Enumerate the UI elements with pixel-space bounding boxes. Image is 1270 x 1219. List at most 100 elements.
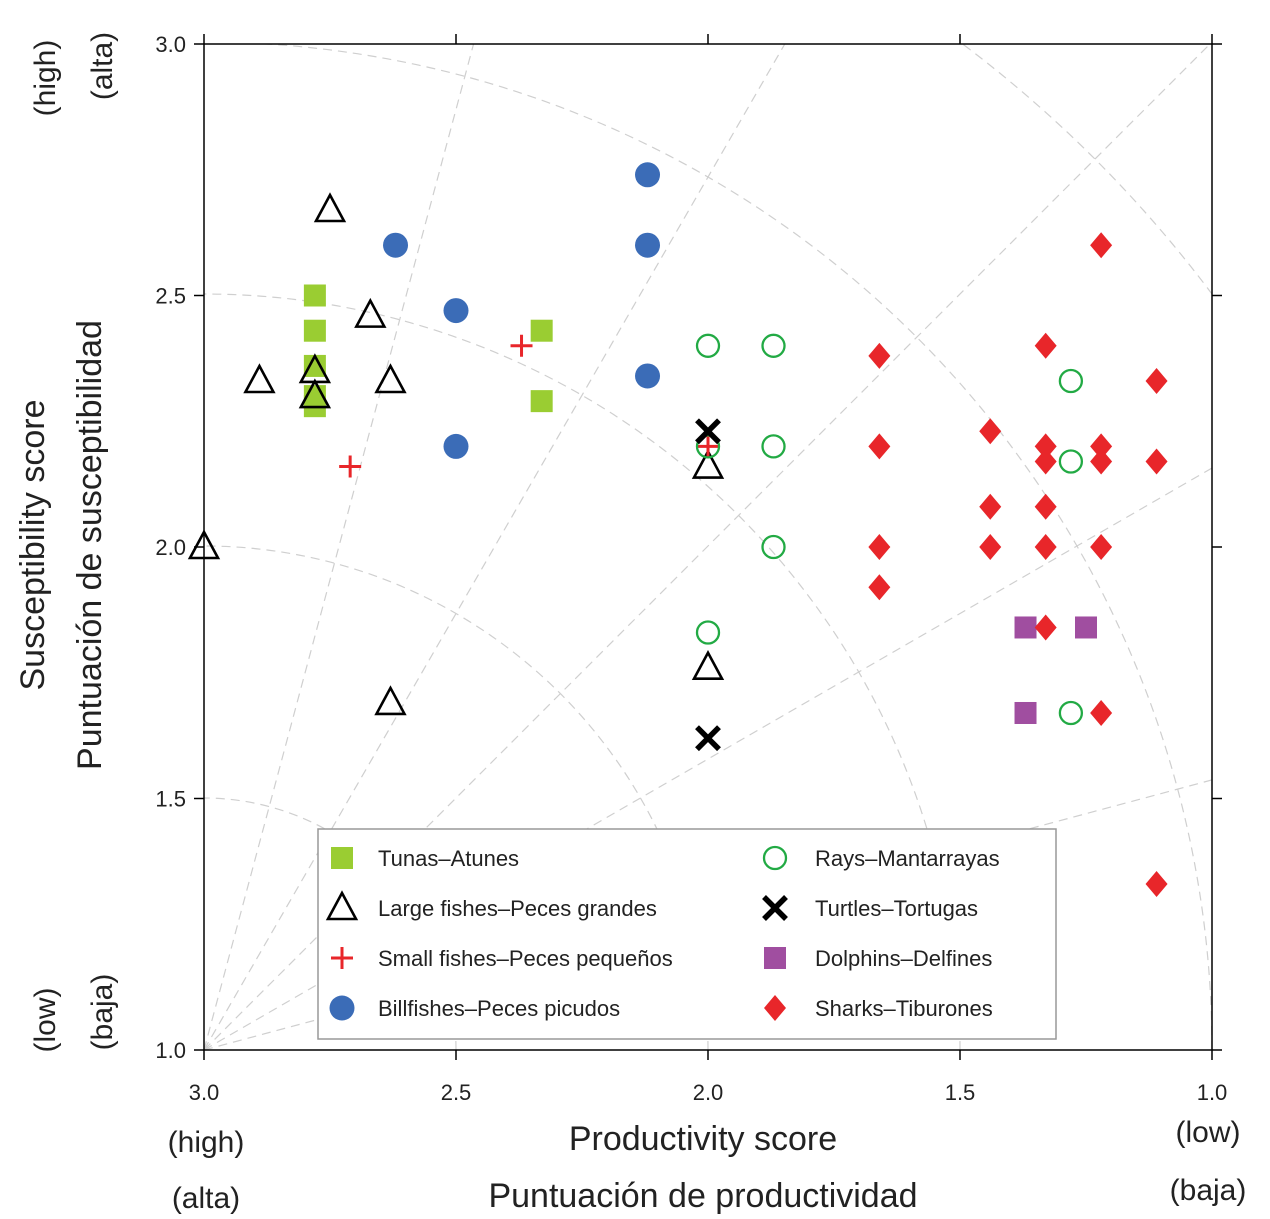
data-point (374, 685, 407, 716)
x-axis-title-es: Puntuación de productividad (488, 1177, 917, 1215)
data-point (383, 232, 409, 258)
series-2 (339, 334, 719, 478)
data-point (1090, 448, 1113, 475)
y-tick-label: 1.5 (155, 787, 186, 812)
data-point (1090, 433, 1113, 460)
data-point (510, 334, 533, 357)
data-point (868, 342, 891, 369)
legend-marker (331, 847, 353, 869)
data-points (187, 162, 1168, 898)
legend-marker (331, 947, 353, 969)
data-point (303, 319, 326, 342)
data-point (761, 434, 786, 459)
data-point (1145, 871, 1168, 898)
data-point (1058, 449, 1084, 474)
x-axis-title-en: Productivity score (569, 1120, 837, 1158)
x-tick-label: 1.0 (1197, 1080, 1228, 1105)
data-point (695, 333, 721, 358)
data-point (530, 390, 553, 413)
data-point (761, 534, 786, 560)
grid-arc (257, 44, 1212, 1050)
grid-ray (204, 44, 786, 1050)
series-4 (695, 333, 1084, 726)
data-point (1034, 448, 1057, 475)
data-point (868, 574, 891, 601)
data-point (1090, 699, 1113, 726)
data-point (354, 297, 387, 328)
data-point (1034, 332, 1057, 359)
y-axis-title-es: Puntuación de susceptibilidad (71, 320, 109, 770)
legend-marker (762, 895, 788, 921)
data-point (1014, 616, 1037, 639)
data-point (1058, 368, 1084, 394)
data-point (868, 534, 891, 560)
legend-label: Dolphins–Delfines (815, 946, 992, 971)
data-point (1145, 448, 1168, 475)
legend-label: Rays–Mantarrayas (815, 846, 1000, 871)
legend: Tunas–Atunes Large fishes–Peces grandes Sm… (317, 828, 1057, 1040)
legend-label: Tunas–Atunes (378, 846, 519, 871)
y-axis-title-en: Susceptibility score (14, 399, 52, 690)
y-low-label-en: (low) (29, 988, 62, 1053)
data-point (1058, 700, 1084, 726)
data-point (691, 448, 725, 479)
series-3 (383, 162, 661, 459)
series-1 (187, 192, 725, 716)
data-point (374, 363, 407, 394)
series-6 (1014, 616, 1097, 724)
series-0 (303, 284, 553, 418)
y-high-label-es: (alta) (86, 32, 119, 100)
grid-ray (204, 467, 1212, 1050)
data-point (187, 529, 221, 560)
legend-marker (325, 890, 359, 921)
grid-ray (204, 44, 475, 1050)
y-tick-label: 2.0 (155, 535, 186, 560)
data-point (695, 418, 721, 445)
y-high-label-en: (high) (29, 40, 62, 117)
legend-marker (762, 845, 788, 871)
data-point (443, 433, 469, 459)
data-point (243, 363, 276, 394)
data-point (695, 434, 721, 459)
data-point (530, 319, 553, 342)
series-7 (868, 232, 1168, 898)
data-point (1090, 534, 1113, 560)
x-tick-label: 2.5 (441, 1080, 472, 1105)
data-point (695, 620, 721, 645)
data-point (1034, 614, 1057, 641)
legend-marker (329, 995, 355, 1021)
data-point (303, 284, 326, 307)
x-high-label-es: (alta) (172, 1182, 240, 1215)
data-point (1034, 534, 1057, 560)
data-point (635, 232, 661, 258)
y-tick-label: 1.0 (155, 1038, 186, 1063)
y-tick-label: 3.0 (155, 32, 186, 57)
x-tick-label: 1.5 (945, 1080, 976, 1105)
data-point (298, 378, 332, 409)
legend-label: Small fishes–Peces pequeños (378, 946, 673, 971)
data-point (761, 333, 786, 358)
data-point (635, 363, 661, 389)
data-point (1090, 232, 1113, 259)
x-tick-label: 2.0 (693, 1080, 724, 1105)
x-low-label-en: (low) (1176, 1116, 1241, 1149)
legend-label: Sharks–Tiburones (815, 996, 993, 1021)
x-low-label-es: (baja) (1170, 1174, 1247, 1207)
series-5 (695, 418, 721, 752)
legend-label: Large fishes–Peces grandes (378, 896, 657, 921)
x-tick-label: 3.0 (189, 1080, 220, 1105)
data-point (691, 649, 725, 681)
legend-box (317, 828, 1057, 1040)
data-point (695, 725, 721, 752)
data-point (1014, 701, 1037, 724)
legend-label: Turtles–Tortugas (815, 896, 978, 921)
axis-ticks: 3.0 2.5 2.0 1.5 1.0 1.0 1.5 2.0 2.5 3.0 (155, 32, 1227, 1105)
data-point (339, 455, 362, 478)
y-tick-label: 2.5 (155, 284, 186, 309)
legend-marker (764, 947, 786, 969)
data-point (697, 435, 719, 458)
data-point (868, 433, 891, 460)
data-point (443, 298, 469, 324)
x-high-label-en: (high) (168, 1126, 245, 1159)
